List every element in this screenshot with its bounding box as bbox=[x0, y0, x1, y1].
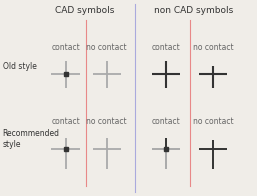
Text: Recommended
style: Recommended style bbox=[3, 130, 60, 149]
Text: no contact: no contact bbox=[193, 117, 234, 126]
Text: Old style: Old style bbox=[3, 62, 36, 71]
Text: contact: contact bbox=[151, 117, 180, 126]
Text: contact: contact bbox=[51, 43, 80, 52]
Text: contact: contact bbox=[151, 43, 180, 52]
Text: no contact: no contact bbox=[193, 43, 234, 52]
Text: no contact: no contact bbox=[86, 43, 127, 52]
Text: contact: contact bbox=[51, 117, 80, 126]
Text: no contact: no contact bbox=[86, 117, 127, 126]
Text: non CAD symbols: non CAD symbols bbox=[154, 6, 234, 15]
Text: CAD symbols: CAD symbols bbox=[55, 6, 115, 15]
